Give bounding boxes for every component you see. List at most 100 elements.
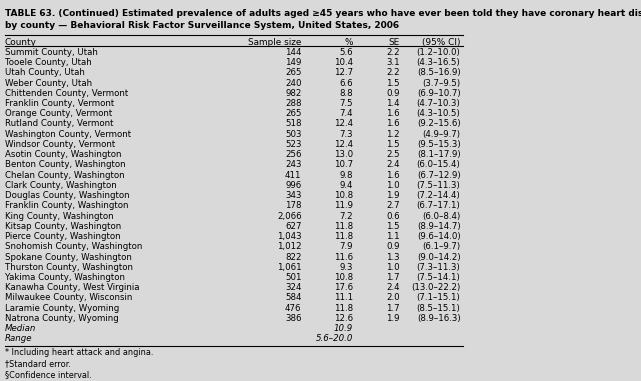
Text: TABLE 63. (Continued) Estimated prevalence of adults aged ≥45 years who have eve: TABLE 63. (Continued) Estimated prevalen… [4, 10, 641, 19]
Text: 240: 240 [285, 78, 301, 88]
Text: 12.4: 12.4 [334, 120, 353, 128]
Text: Yakima County, Washington: Yakima County, Washington [4, 273, 124, 282]
Text: 288: 288 [285, 99, 301, 108]
Text: 1,043: 1,043 [277, 232, 301, 241]
Text: 0.6: 0.6 [386, 211, 399, 221]
Text: 13.0: 13.0 [334, 150, 353, 159]
Text: (6.9–10.7): (6.9–10.7) [417, 89, 460, 98]
Text: 2,066: 2,066 [277, 211, 301, 221]
Text: 144: 144 [285, 48, 301, 57]
Text: by county — Behavioral Risk Factor Surveillance System, United States, 2006: by county — Behavioral Risk Factor Surve… [4, 21, 399, 30]
Text: (9.5–15.3): (9.5–15.3) [417, 140, 460, 149]
Text: 1,061: 1,061 [277, 263, 301, 272]
Text: 265: 265 [285, 68, 301, 77]
Text: 1.3: 1.3 [386, 253, 399, 261]
Text: 1.9: 1.9 [386, 191, 399, 200]
Text: Franklin County, Washington: Franklin County, Washington [4, 201, 128, 210]
Text: 503: 503 [285, 130, 301, 139]
Text: (9.6–14.0): (9.6–14.0) [417, 232, 460, 241]
Text: 11.1: 11.1 [334, 293, 353, 303]
Text: 178: 178 [285, 201, 301, 210]
Text: Franklin County, Vermont: Franklin County, Vermont [4, 99, 114, 108]
Text: Sample size: Sample size [248, 38, 301, 47]
Text: 2.4: 2.4 [386, 160, 399, 170]
Text: 1.1: 1.1 [386, 232, 399, 241]
Text: 996: 996 [285, 181, 301, 190]
Text: 343: 343 [285, 191, 301, 200]
Text: (6.0–15.4): (6.0–15.4) [417, 160, 460, 170]
Text: 5.6–20.0: 5.6–20.0 [315, 335, 353, 343]
Text: 1.5: 1.5 [386, 222, 399, 231]
Text: (7.3–11.3): (7.3–11.3) [417, 263, 460, 272]
Text: 265: 265 [285, 109, 301, 118]
Text: King County, Washington: King County, Washington [4, 211, 113, 221]
Text: 1,012: 1,012 [277, 242, 301, 251]
Text: Tooele County, Utah: Tooele County, Utah [4, 58, 92, 67]
Text: 1.6: 1.6 [386, 109, 399, 118]
Text: Clark County, Washington: Clark County, Washington [4, 181, 117, 190]
Text: 386: 386 [285, 314, 301, 323]
Text: 7.2: 7.2 [339, 211, 353, 221]
Text: 1.2: 1.2 [386, 130, 399, 139]
Text: (7.5–14.1): (7.5–14.1) [417, 273, 460, 282]
Text: (6.7–17.1): (6.7–17.1) [417, 201, 460, 210]
Text: 627: 627 [285, 222, 301, 231]
Text: Natrona County, Wyoming: Natrona County, Wyoming [4, 314, 119, 323]
Text: 9.3: 9.3 [340, 263, 353, 272]
Text: Pierce County, Washington: Pierce County, Washington [4, 232, 121, 241]
Text: (9.2–15.6): (9.2–15.6) [417, 120, 460, 128]
Text: 518: 518 [285, 120, 301, 128]
Text: §Confidence interval.: §Confidence interval. [4, 370, 91, 379]
Text: 1.5: 1.5 [386, 140, 399, 149]
Text: (3.7–9.5): (3.7–9.5) [422, 78, 460, 88]
Text: 584: 584 [285, 293, 301, 303]
Text: 11.8: 11.8 [334, 232, 353, 241]
Text: Median: Median [4, 324, 36, 333]
Text: Rutland County, Vermont: Rutland County, Vermont [4, 120, 113, 128]
Text: %: % [344, 38, 353, 47]
Text: 256: 256 [285, 150, 301, 159]
Text: 2.2: 2.2 [386, 48, 399, 57]
Text: 7.4: 7.4 [339, 109, 353, 118]
Text: 7.3: 7.3 [339, 130, 353, 139]
Text: Douglas County, Washington: Douglas County, Washington [4, 191, 129, 200]
Text: (1.2–10.0): (1.2–10.0) [417, 48, 460, 57]
Text: County: County [4, 38, 37, 47]
Text: 982: 982 [285, 89, 301, 98]
Text: Chittenden County, Vermont: Chittenden County, Vermont [4, 89, 128, 98]
Text: 0.9: 0.9 [386, 89, 399, 98]
Text: 1.4: 1.4 [386, 99, 399, 108]
Text: 243: 243 [285, 160, 301, 170]
Text: 3.1: 3.1 [386, 58, 399, 67]
Text: (8.1–17.9): (8.1–17.9) [417, 150, 460, 159]
Text: 11.9: 11.9 [334, 201, 353, 210]
Text: 11.6: 11.6 [334, 253, 353, 261]
Text: 12.6: 12.6 [334, 314, 353, 323]
Text: 1.0: 1.0 [386, 181, 399, 190]
Text: 10.8: 10.8 [334, 191, 353, 200]
Text: 7.5: 7.5 [339, 99, 353, 108]
Text: (8.5–15.1): (8.5–15.1) [417, 304, 460, 313]
Text: 2.2: 2.2 [386, 68, 399, 77]
Text: 149: 149 [285, 58, 301, 67]
Text: 12.4: 12.4 [334, 140, 353, 149]
Text: 10.4: 10.4 [334, 58, 353, 67]
Text: 12.7: 12.7 [334, 68, 353, 77]
Text: Benton County, Washington: Benton County, Washington [4, 160, 125, 170]
Text: (6.1–9.7): (6.1–9.7) [422, 242, 460, 251]
Text: (7.1–15.1): (7.1–15.1) [417, 293, 460, 303]
Text: Washington County, Vermont: Washington County, Vermont [4, 130, 131, 139]
Text: 2.5: 2.5 [386, 150, 399, 159]
Text: 324: 324 [285, 283, 301, 292]
Text: (95% CI): (95% CI) [422, 38, 460, 47]
Text: 2.7: 2.7 [386, 201, 399, 210]
Text: (4.7–10.3): (4.7–10.3) [417, 99, 460, 108]
Text: 1.7: 1.7 [386, 273, 399, 282]
Text: 5.6: 5.6 [339, 48, 353, 57]
Text: 2.0: 2.0 [386, 293, 399, 303]
Text: (4.9–9.7): (4.9–9.7) [422, 130, 460, 139]
Text: Summit County, Utah: Summit County, Utah [4, 48, 97, 57]
Text: (8.9–16.3): (8.9–16.3) [417, 314, 460, 323]
Text: (4.3–16.5): (4.3–16.5) [417, 58, 460, 67]
Text: (7.5–11.3): (7.5–11.3) [417, 181, 460, 190]
